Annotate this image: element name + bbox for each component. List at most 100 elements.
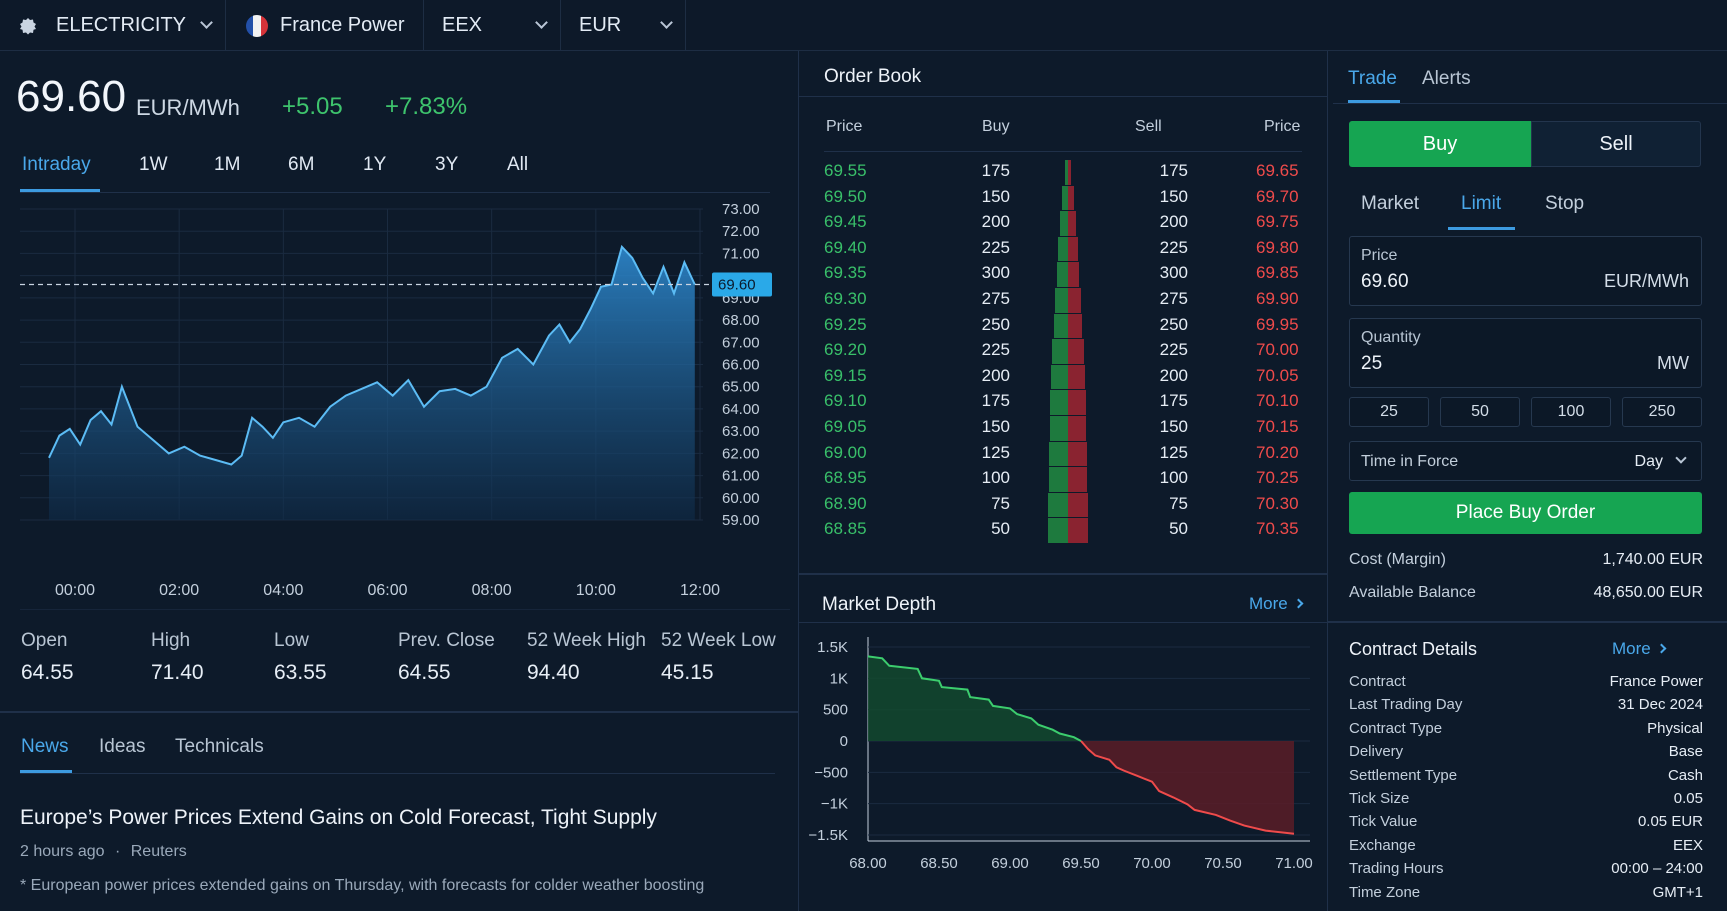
bid-price[interactable]: 69.35 (824, 263, 867, 283)
bid-size[interactable]: 175 (981, 391, 1010, 411)
ask-price[interactable]: 70.25 (1256, 468, 1299, 488)
ask-size[interactable]: 200 (1159, 212, 1188, 232)
tab-1m[interactable]: 1M (214, 154, 241, 175)
ask-price[interactable]: 70.20 (1256, 442, 1299, 462)
order-type-limit[interactable]: Limit (1461, 193, 1502, 214)
ask-size[interactable]: 200 (1159, 365, 1188, 385)
ask-price[interactable]: 70.30 (1256, 493, 1299, 513)
tab-1w[interactable]: 1W (139, 154, 168, 175)
quantity-preset-250[interactable]: 250 (1622, 397, 1702, 427)
tab-intraday[interactable]: Intraday (22, 154, 91, 175)
ask-size[interactable]: 125 (1159, 442, 1188, 462)
stat-label-52w-low: 52 Week Low (661, 630, 776, 651)
bid-size[interactable]: 50 (991, 519, 1010, 539)
news-headline[interactable]: Europe’s Power Prices Extend Gains on Co… (20, 806, 657, 829)
bid-size[interactable]: 250 (981, 314, 1010, 334)
currency-selector[interactable]: EUR (561, 0, 686, 51)
ask-price[interactable]: 70.35 (1256, 519, 1299, 539)
bid-size[interactable]: 275 (981, 289, 1010, 308)
ask-size[interactable]: 75 (1169, 493, 1188, 513)
bid-price[interactable]: 69.50 (824, 186, 867, 206)
depth-x-tick-label: 69.00 (991, 855, 1029, 872)
ask-price[interactable]: 69.65 (1256, 161, 1299, 180)
ask-price[interactable]: 69.95 (1256, 314, 1299, 334)
bid-size[interactable]: 225 (981, 237, 1010, 257)
ask-price[interactable]: 69.80 (1256, 237, 1299, 257)
ask-price[interactable]: 69.75 (1256, 212, 1299, 232)
place-order-button[interactable]: Place Buy Order (1349, 492, 1702, 534)
order-type-market[interactable]: Market (1361, 193, 1420, 214)
bid-price[interactable]: 68.95 (824, 468, 867, 488)
bid-price[interactable]: 68.85 (824, 519, 867, 539)
tab-all[interactable]: All (507, 154, 529, 175)
time-in-force-select[interactable]: Time in Force Day (1349, 441, 1702, 481)
bid-size[interactable]: 300 (981, 263, 1010, 283)
market-depth-more-link[interactable]: More (1249, 594, 1304, 614)
bid-price[interactable]: 69.40 (824, 237, 867, 257)
bid-price[interactable]: 69.00 (824, 442, 867, 462)
ask-size[interactable]: 150 (1159, 186, 1188, 206)
bid-size[interactable]: 75 (991, 493, 1010, 513)
ask-size[interactable]: 250 (1159, 314, 1188, 334)
ask-price[interactable]: 69.90 (1256, 289, 1299, 308)
bid-price[interactable]: 69.55 (824, 161, 867, 180)
bid-price[interactable]: 68.90 (824, 493, 867, 513)
tab-6m[interactable]: 6M (288, 154, 315, 175)
bid-price[interactable]: 69.05 (824, 417, 867, 436)
price-field[interactable]: Price 69.60 EUR/MWh (1349, 236, 1702, 306)
ask-size[interactable]: 175 (1159, 391, 1188, 411)
bid-size[interactable]: 150 (981, 417, 1010, 436)
bid-price[interactable]: 69.10 (824, 391, 867, 411)
tab-3y[interactable]: 3Y (435, 154, 459, 175)
ask-size[interactable]: 150 (1159, 417, 1188, 436)
ask-price[interactable]: 70.00 (1256, 340, 1299, 360)
buy-side-button[interactable]: Buy (1349, 121, 1531, 167)
ask-size[interactable]: 275 (1159, 289, 1188, 308)
sell-side-button[interactable]: Sell (1531, 121, 1701, 167)
contract-details-more-link[interactable]: More (1612, 639, 1667, 659)
ask-price[interactable]: 69.70 (1256, 186, 1299, 206)
ask-size[interactable]: 225 (1159, 237, 1188, 257)
bid-size[interactable]: 100 (981, 468, 1010, 488)
bid-size[interactable]: 175 (981, 161, 1010, 180)
ask-price[interactable]: 70.15 (1256, 417, 1299, 436)
quantity-preset-100[interactable]: 100 (1531, 397, 1611, 427)
quantity-preset-50[interactable]: 50 (1440, 397, 1520, 427)
bid-size[interactable]: 150 (981, 186, 1010, 206)
bid-price[interactable]: 69.20 (824, 340, 867, 360)
tab-ideas[interactable]: Ideas (99, 736, 146, 757)
ask-size[interactable]: 100 (1159, 468, 1188, 488)
tab-news[interactable]: News (21, 736, 69, 757)
bid-size[interactable]: 200 (981, 212, 1010, 232)
bid-size[interactable]: 225 (981, 340, 1010, 360)
asset-class-selector[interactable]: ELECTRICITY (0, 0, 226, 51)
quantity-preset-25[interactable]: 25 (1349, 397, 1429, 427)
ask-price[interactable]: 70.05 (1256, 365, 1299, 385)
ask-price[interactable]: 70.10 (1256, 391, 1299, 411)
ask-size[interactable]: 50 (1169, 519, 1188, 539)
asset-class-label: ELECTRICITY (56, 14, 187, 36)
bid-price[interactable]: 69.45 (824, 212, 867, 232)
ask-price[interactable]: 69.85 (1256, 263, 1299, 283)
quantity-field[interactable]: Quantity 25 MW (1349, 318, 1702, 388)
market-selector[interactable]: France Power (226, 0, 424, 51)
tab-1y[interactable]: 1Y (363, 154, 387, 175)
bid-price[interactable]: 69.25 (824, 314, 867, 334)
price-chart[interactable]: 73.0072.0071.0069.0068.0067.0066.0065.00… (0, 195, 790, 610)
bid-price[interactable]: 69.15 (824, 365, 867, 385)
ask-size[interactable]: 225 (1159, 340, 1188, 360)
bid-size[interactable]: 200 (981, 365, 1010, 385)
stat-value-high: 71.40 (151, 661, 204, 684)
market-depth-chart[interactable]: 1.5K 1K 500 0 −500 −1K −1.5K 68.00 68.50 69.00 69… (800, 625, 1327, 905)
exchange-selector[interactable]: EEX (424, 0, 561, 51)
bid-price[interactable]: 69.30 (824, 289, 867, 308)
depth-y-tick-label: −1.5K (808, 827, 848, 844)
tab-technicals[interactable]: Technicals (175, 736, 264, 757)
ask-depth-bar (1068, 467, 1088, 492)
tab-alerts[interactable]: Alerts (1422, 68, 1471, 89)
ask-size[interactable]: 300 (1159, 263, 1188, 283)
order-type-stop[interactable]: Stop (1545, 193, 1585, 214)
tab-trade[interactable]: Trade (1348, 68, 1397, 89)
ask-size[interactable]: 175 (1159, 161, 1188, 180)
bid-size[interactable]: 125 (981, 442, 1010, 462)
